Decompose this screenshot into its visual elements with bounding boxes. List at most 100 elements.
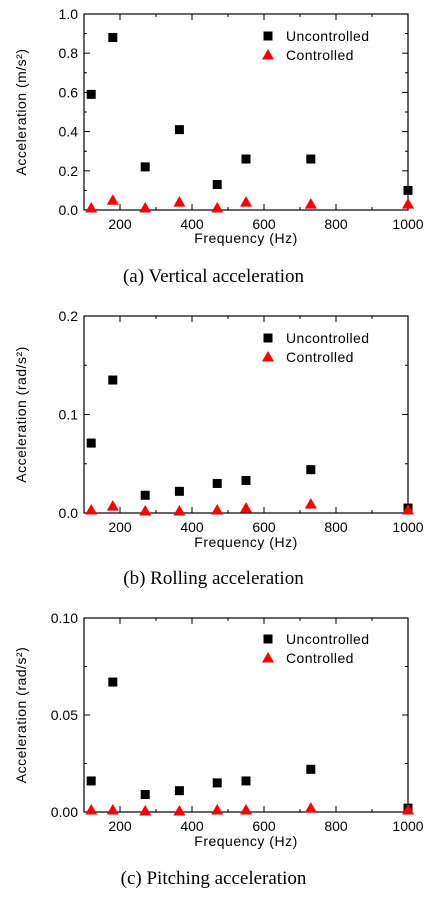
legend-controlled-marker — [262, 351, 274, 362]
x-axis-label: Frequency (Hz) — [194, 534, 297, 550]
controlled-point — [106, 194, 119, 205]
legend-uncontrolled-label: Uncontrolled — [286, 631, 369, 647]
x-tick-label: 200 — [108, 818, 132, 834]
y-tick-label: 0.2 — [59, 163, 79, 179]
controlled-point — [139, 805, 152, 816]
chart-rolling-acceleration: 200 400 600 800 1000 0.0 0.1 0.2 Frequency (Hz) A… — [13, 308, 424, 550]
uncontrolled-point — [212, 478, 222, 488]
chart-panel-rolling: 200 400 600 800 1000 0.0 0.1 0.2 Frequency (Hz) A… — [0, 300, 427, 603]
y-tick-label: 0.10 — [51, 610, 78, 626]
controlled-point — [173, 196, 186, 207]
controlled-point — [85, 202, 98, 213]
controlled-point — [304, 498, 317, 509]
uncontrolled-point — [241, 776, 251, 786]
x-tick-label: 1000 — [392, 818, 423, 834]
uncontrolled-point — [241, 475, 251, 485]
y-tick-label: 0.00 — [51, 804, 78, 820]
legend-uncontrolled-marker — [263, 333, 273, 343]
controlled-point — [106, 500, 119, 511]
controlled-point — [85, 804, 98, 815]
uncontrolled-point — [174, 486, 184, 496]
x-tick-label: 600 — [252, 818, 276, 834]
uncontrolled-point — [108, 33, 118, 43]
chart-vertical-acceleration: 200 400 600 800 1000 0.0 0.2 0.4 0.6 0.8 1.0 Freque… — [13, 6, 424, 246]
controlled-point — [240, 196, 252, 207]
controlled-point — [139, 202, 152, 213]
uncontrolled-point — [140, 162, 150, 172]
x-axis-label: Frequency (Hz) — [194, 833, 297, 849]
y-tick-label: 0.2 — [59, 308, 79, 324]
y-tick-label: 0.0 — [59, 202, 79, 218]
controlled-point — [304, 802, 317, 813]
caption-pitching: (c) Pitching acceleration — [120, 868, 307, 889]
controlled-point — [139, 505, 152, 516]
uncontrolled-point — [306, 465, 316, 475]
legend-controlled-label: Controlled — [286, 47, 354, 63]
y-tick-label: 0.8 — [59, 45, 79, 61]
controlled-point — [402, 804, 414, 815]
uncontrolled-point — [174, 786, 184, 796]
controlled-point — [402, 198, 414, 209]
x-tick-label: 600 — [252, 519, 276, 535]
uncontrolled-point — [140, 490, 150, 500]
x-tick-label: 400 — [180, 818, 204, 834]
x-tick-label: 1000 — [392, 519, 423, 535]
uncontrolled-point — [306, 154, 316, 164]
y-tick-label: 0.4 — [59, 124, 79, 140]
legend-controlled-marker — [262, 49, 274, 60]
controlled-point — [240, 502, 252, 513]
chart-pitching-acceleration: 200 400 600 800 1000 0.00 0.05 0.10 Frequency (H… — [13, 610, 424, 849]
controlled-point — [173, 505, 186, 516]
uncontrolled-point — [108, 375, 118, 385]
uncontrolled-point — [86, 776, 96, 786]
legend-uncontrolled-label: Uncontrolled — [286, 28, 369, 44]
chart-panel-vertical: 200 400 600 800 1000 0.0 0.2 0.4 0.6 0.8 1.0 Freque… — [0, 0, 427, 300]
legend-controlled-label: Controlled — [286, 650, 354, 666]
controlled-point — [106, 804, 119, 815]
y-tick-label: 0.0 — [59, 505, 79, 521]
controlled-point — [240, 804, 252, 815]
legend-controlled-marker — [262, 652, 274, 663]
caption-rolling: (b) Rolling acceleration — [123, 568, 304, 589]
legend-controlled-label: Controlled — [286, 349, 354, 365]
y-tick-label: 0.6 — [59, 84, 79, 100]
uncontrolled-point — [86, 438, 96, 448]
caption-vertical: (a) Vertical acceleration — [122, 266, 305, 287]
controlled-point — [402, 504, 414, 515]
y-tick-label: 0.05 — [51, 707, 78, 723]
uncontrolled-point — [86, 89, 96, 99]
x-tick-label: 200 — [108, 519, 132, 535]
x-tick-label: 200 — [108, 216, 132, 232]
controlled-point — [211, 202, 224, 213]
controlled-point — [85, 504, 98, 515]
uncontrolled-point — [212, 180, 222, 190]
x-tick-label: 400 — [180, 216, 204, 232]
uncontrolled-point — [108, 677, 118, 687]
controlled-point — [211, 804, 224, 815]
uncontrolled-point — [306, 764, 316, 774]
controlled-point — [173, 805, 186, 816]
uncontrolled-point — [174, 125, 184, 135]
x-tick-label: 800 — [324, 818, 348, 834]
chart-panel-pitching: 200 400 600 800 1000 0.00 0.05 0.10 Frequency (H… — [0, 603, 427, 903]
y-tick-label: 1.0 — [59, 6, 79, 22]
legend-uncontrolled-label: Uncontrolled — [286, 330, 369, 346]
uncontrolled-point — [140, 790, 150, 800]
uncontrolled-point — [241, 154, 251, 164]
y-axis-label: Acceleration (rad/s²) — [13, 647, 29, 784]
y-axis-label: Acceleration (m/s²) — [13, 49, 29, 176]
x-tick-label: 600 — [252, 216, 276, 232]
x-tick-label: 800 — [324, 216, 348, 232]
uncontrolled-point — [403, 185, 413, 195]
y-tick-label: 0.1 — [59, 407, 79, 423]
x-tick-label: 400 — [180, 519, 204, 535]
x-tick-label: 1000 — [392, 216, 423, 232]
uncontrolled-point — [212, 778, 222, 788]
x-axis-label: Frequency (Hz) — [194, 230, 297, 246]
x-tick-label: 800 — [324, 519, 348, 535]
legend-uncontrolled-marker — [263, 634, 273, 644]
controlled-point — [211, 504, 224, 515]
y-axis-label: Acceleration (rad/s²) — [13, 346, 29, 483]
controlled-point — [304, 198, 317, 209]
legend-uncontrolled-marker — [263, 31, 273, 41]
